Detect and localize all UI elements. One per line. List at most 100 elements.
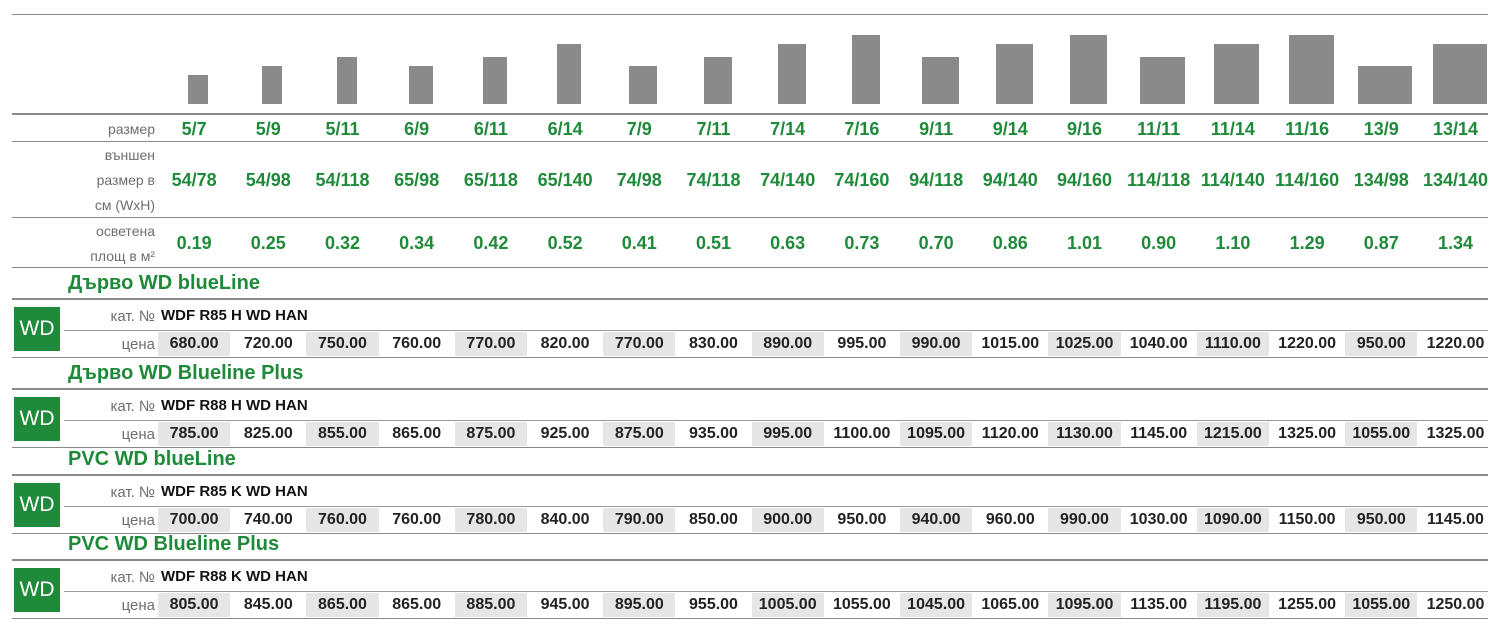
- price-cell: 780.00: [454, 508, 527, 532]
- wd-badge: WD: [14, 397, 60, 441]
- section-title: Дърво WD Blueline Plus: [68, 362, 304, 384]
- price-cell: 1110.00: [1196, 332, 1269, 356]
- sizes-cell: 11/14: [1210, 119, 1255, 139]
- area-label-1: осветена: [96, 223, 155, 239]
- price-cell: 1090.00: [1196, 508, 1269, 532]
- outer-cell: 134/98: [1353, 170, 1409, 190]
- catalog-label: кат. №: [110, 398, 155, 415]
- price-cell: 875.00: [454, 422, 527, 446]
- price-cell: 750.00: [306, 332, 379, 356]
- price-cell: 1325.00: [1426, 425, 1485, 442]
- outer-size-row: външен размер в см (WxH) 54/78 54/98 54/11…: [0, 144, 1500, 216]
- outer-cell: 54/98: [245, 170, 291, 190]
- catalog-number: WDF R88 K WD HAN: [161, 568, 308, 585]
- window-size-bar: [483, 57, 507, 104]
- sizes-cell: 11/11: [1137, 119, 1181, 139]
- area-cell: 0.32: [324, 233, 360, 253]
- window-size-bar: [704, 57, 732, 104]
- size-label: размер: [107, 121, 155, 137]
- price-cell: 865.00: [392, 596, 442, 613]
- price-cell: 950.00: [1345, 332, 1418, 356]
- sizes-cell: 6/9: [404, 119, 430, 139]
- catalog-rule: [64, 506, 1488, 507]
- wd-badge: WD: [14, 307, 60, 351]
- price-cell: 855.00: [306, 422, 379, 446]
- price-cell: 1220.00: [1426, 335, 1485, 352]
- price-cell: 945.00: [540, 596, 590, 613]
- sizes-cell: 11/16: [1285, 119, 1330, 139]
- price-cell: 1120.00: [981, 425, 1039, 442]
- price-cell: 1095.00: [1048, 593, 1121, 617]
- price-label: цена: [121, 336, 155, 353]
- area-cell: 0.87: [1363, 233, 1399, 253]
- catalog-label: кат. №: [110, 308, 155, 325]
- area-cell: 0.90: [1141, 233, 1177, 253]
- area-cell: 0.86: [992, 233, 1028, 253]
- wd-badge: WD: [14, 568, 60, 612]
- area-cell: 0.73: [844, 233, 880, 253]
- window-size-bar: [188, 75, 208, 104]
- price-cell: 1145.00: [1427, 511, 1484, 528]
- price-cell: 1255.00: [1278, 596, 1337, 613]
- outer-cell: 94/160: [1056, 170, 1113, 190]
- price-cell: 1040.00: [1129, 335, 1188, 352]
- outer-cell: 74/118: [686, 170, 741, 190]
- outer-cell: 74/98: [616, 170, 662, 190]
- section-rule: [12, 388, 1488, 390]
- catalog-rule: [64, 591, 1488, 592]
- window-size-bar: [1140, 57, 1185, 104]
- price-cell: 950.00: [837, 511, 887, 528]
- window-size-bar: [629, 66, 657, 104]
- price-cell: 935.00: [689, 425, 738, 442]
- window-size-bar: [337, 57, 357, 104]
- price-cell: 995.00: [751, 422, 824, 446]
- price-cell: 760.00: [392, 511, 442, 528]
- header-rule: [12, 113, 1488, 115]
- price-cell: 805.00: [158, 593, 231, 617]
- area-cell: 0.19: [176, 233, 212, 253]
- area-cell: 0.42: [473, 233, 509, 253]
- window-size-bar: [778, 44, 806, 104]
- price-cell: 890.00: [751, 332, 824, 356]
- area-cell: 0.70: [918, 233, 954, 253]
- price-cell: 925.00: [540, 425, 590, 442]
- section-rule: [12, 559, 1488, 561]
- window-size-bar: [1070, 35, 1107, 104]
- section-bottom-rule: [12, 447, 1488, 448]
- section-bottom-rule: [12, 618, 1488, 619]
- window-size-bar: [1289, 35, 1334, 104]
- price-cell: 865.00: [306, 593, 379, 617]
- outer-cell: 65/98: [394, 170, 440, 190]
- outer-cell: 114/118: [1127, 170, 1191, 190]
- outer-cell: 54/78: [171, 170, 217, 190]
- price-cell: 1005.00: [751, 593, 824, 617]
- outer-cell: 74/160: [834, 170, 890, 190]
- catalog-number: WDF R88 H WD HAN: [161, 397, 308, 414]
- area-cell: 0.41: [621, 233, 657, 253]
- outer-cell: 114/160: [1275, 170, 1340, 190]
- price-cell: 990.00: [1048, 508, 1121, 532]
- outer-cell: 114/140: [1200, 170, 1265, 190]
- price-cell: 825.00: [243, 425, 293, 442]
- price-cell: 760.00: [392, 335, 442, 352]
- sizes-cell: 9/16: [1066, 119, 1102, 139]
- catalog-rule: [64, 330, 1488, 331]
- price-cell: 950.00: [1345, 508, 1418, 532]
- price-cell: 720.00: [243, 335, 293, 352]
- area-cell: 1.10: [1215, 233, 1251, 253]
- outer-cell: 94/140: [982, 170, 1038, 190]
- outer-cell: 134/140: [1422, 170, 1489, 190]
- price-cell: 680.00: [158, 332, 231, 356]
- top-rule: [12, 14, 1488, 15]
- catalog-number: WDF R85 H WD HAN: [161, 307, 308, 324]
- sizes-cell: 6/14: [547, 119, 583, 139]
- outer-cell: 54/118: [315, 170, 370, 190]
- window-size-bar: [1433, 44, 1487, 104]
- window-size-bar: [1358, 66, 1412, 104]
- price-cell: 955.00: [689, 596, 738, 613]
- price-cell: 1220.00: [1278, 335, 1337, 352]
- price-cell: 900.00: [751, 508, 824, 532]
- area-cell: 1.01: [1066, 233, 1102, 253]
- price-cell: 960.00: [985, 511, 1035, 528]
- price-cell: 1135.00: [1130, 596, 1188, 613]
